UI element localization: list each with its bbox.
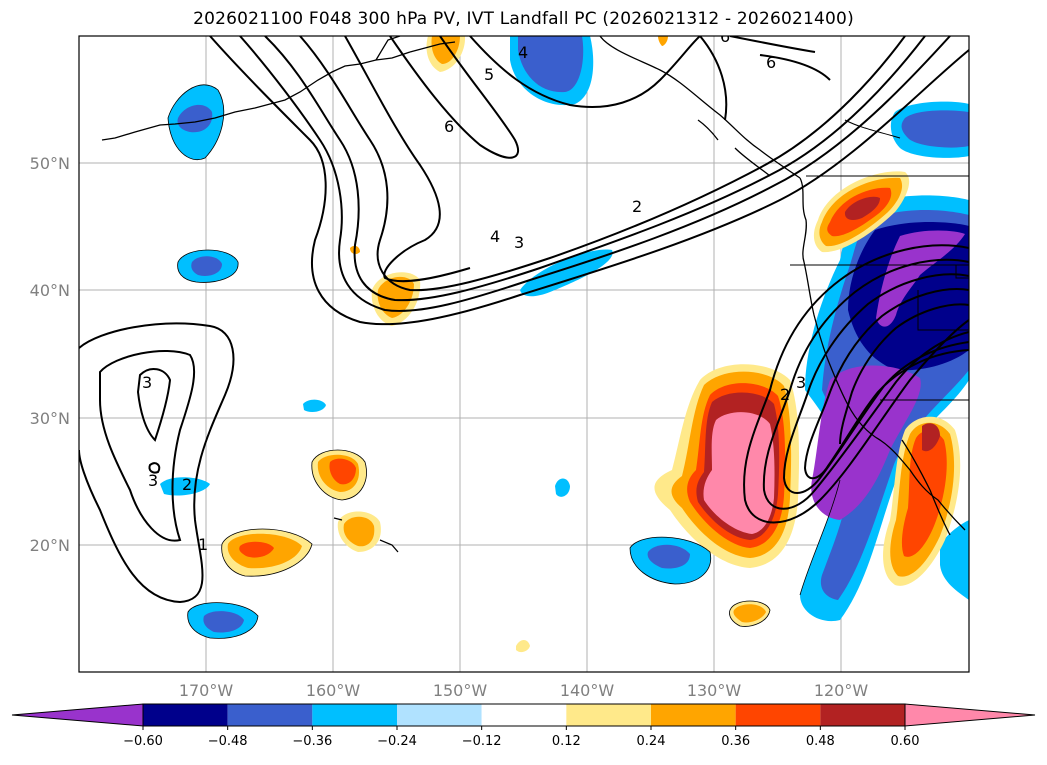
lat-label: 40°N xyxy=(30,281,70,300)
contour-label: 3 xyxy=(148,471,158,490)
colorbar-tick-label: 0.60 xyxy=(891,734,920,749)
contour-label: 4 xyxy=(518,43,528,62)
colorbar-tick-label: −0.24 xyxy=(377,734,417,749)
colorbar-tick-label: −0.48 xyxy=(208,734,248,749)
colorbar-tick-label: −0.12 xyxy=(462,734,502,749)
negative-anomaly-patch xyxy=(940,520,969,600)
lat-label: 30°N xyxy=(30,409,70,428)
colorbar-tick-label: 0.36 xyxy=(721,734,750,749)
positive-anomaly-blob xyxy=(703,412,775,534)
positive-anomaly-patch xyxy=(343,516,375,547)
positive-anomaly-patch xyxy=(431,36,460,64)
contour-label: 1 xyxy=(198,535,208,554)
colorbar-tick-label: 0.24 xyxy=(637,734,666,749)
negative-anomaly-patch xyxy=(191,256,222,276)
colorbar-segment xyxy=(397,704,482,726)
positive-anomaly-patch xyxy=(658,36,668,46)
negative-anomaly-patch xyxy=(647,544,690,569)
positive-anomaly-patch xyxy=(922,423,940,452)
contour-label: 6 xyxy=(444,117,454,136)
contour-label: 2 xyxy=(182,475,192,494)
contour-labels: 4 5 6 6 6 2 4 3 3 3 2 1 2 3 xyxy=(142,27,806,554)
contour-label: 3 xyxy=(514,233,524,252)
contour-label: 6 xyxy=(766,53,776,72)
colorbar-extension-low xyxy=(11,703,144,727)
lon-label: 130°W xyxy=(687,681,742,700)
colorbar-tick-label: 0.12 xyxy=(552,734,581,749)
negative-anomaly-trough xyxy=(876,230,965,327)
latitude-labels: 50°N 40°N 30°N 20°N xyxy=(30,154,70,555)
lon-label: 170°W xyxy=(179,681,234,700)
colorbar: −0.60 −0.48 −0.36 −0.24 −0.12 0.12 0.24 0.36 0.4… xyxy=(11,703,1036,749)
negative-anomaly-patch xyxy=(203,611,244,633)
colorbar-segment xyxy=(481,704,567,726)
colorbar-tick-label: 0.48 xyxy=(806,734,835,749)
longitude-labels: 170°W 160°W 150°W 140°W 130°W 120°W xyxy=(179,681,869,700)
contour-label: 5 xyxy=(484,65,494,84)
lon-label: 150°W xyxy=(433,681,488,700)
positive-anomaly-patch xyxy=(377,276,414,318)
negative-anomaly-patch xyxy=(303,399,326,413)
colorbar-segment xyxy=(227,704,313,726)
positive-anomaly-patch xyxy=(329,458,356,485)
negative-anomaly-patch xyxy=(901,110,969,148)
plot-frame xyxy=(78,35,970,673)
political-borders xyxy=(790,119,969,401)
contour-label: 3 xyxy=(142,373,152,392)
colorbar-segment xyxy=(312,704,397,726)
colorbar-segment xyxy=(143,704,228,726)
negative-anomaly-patch xyxy=(518,36,584,93)
colorbar-segment xyxy=(735,704,821,726)
anomaly-outlines xyxy=(167,84,841,639)
colorbar-extension-high xyxy=(904,703,1036,727)
colorbar-segment xyxy=(651,704,736,726)
contour-label: 3 xyxy=(796,373,806,392)
contour-label: 6 xyxy=(720,27,730,46)
lat-label: 50°N xyxy=(30,154,70,173)
contour-label: 2 xyxy=(632,197,642,216)
positive-anomaly-patch xyxy=(516,640,530,653)
lon-label: 160°W xyxy=(306,681,361,700)
contour-label: 2 xyxy=(780,385,790,404)
negative-anomaly-patch xyxy=(555,478,570,497)
lon-label: 120°W xyxy=(814,681,869,700)
pv-anomaly-fills xyxy=(160,36,969,653)
colorbar-tick-label: −0.60 xyxy=(123,734,163,749)
ivt-contours xyxy=(79,36,969,604)
positive-anomaly-patch xyxy=(844,196,880,220)
colorbar-segment xyxy=(566,704,651,726)
lat-label: 20°N xyxy=(30,536,70,555)
negative-anomaly-patch xyxy=(177,104,213,133)
positive-anomaly-patch xyxy=(733,604,766,623)
contour-label: 4 xyxy=(490,227,500,246)
colorbar-segment xyxy=(820,704,905,726)
chart-title: 2026021100 F048 300 hPa PV, IVT Landfall… xyxy=(193,9,854,29)
colorbar-frame xyxy=(142,703,906,727)
lon-label: 140°W xyxy=(560,681,615,700)
colorbar-tick-label: −0.36 xyxy=(292,734,332,749)
positive-anomaly-patch xyxy=(239,541,274,558)
positive-anomaly-patch xyxy=(901,430,947,557)
